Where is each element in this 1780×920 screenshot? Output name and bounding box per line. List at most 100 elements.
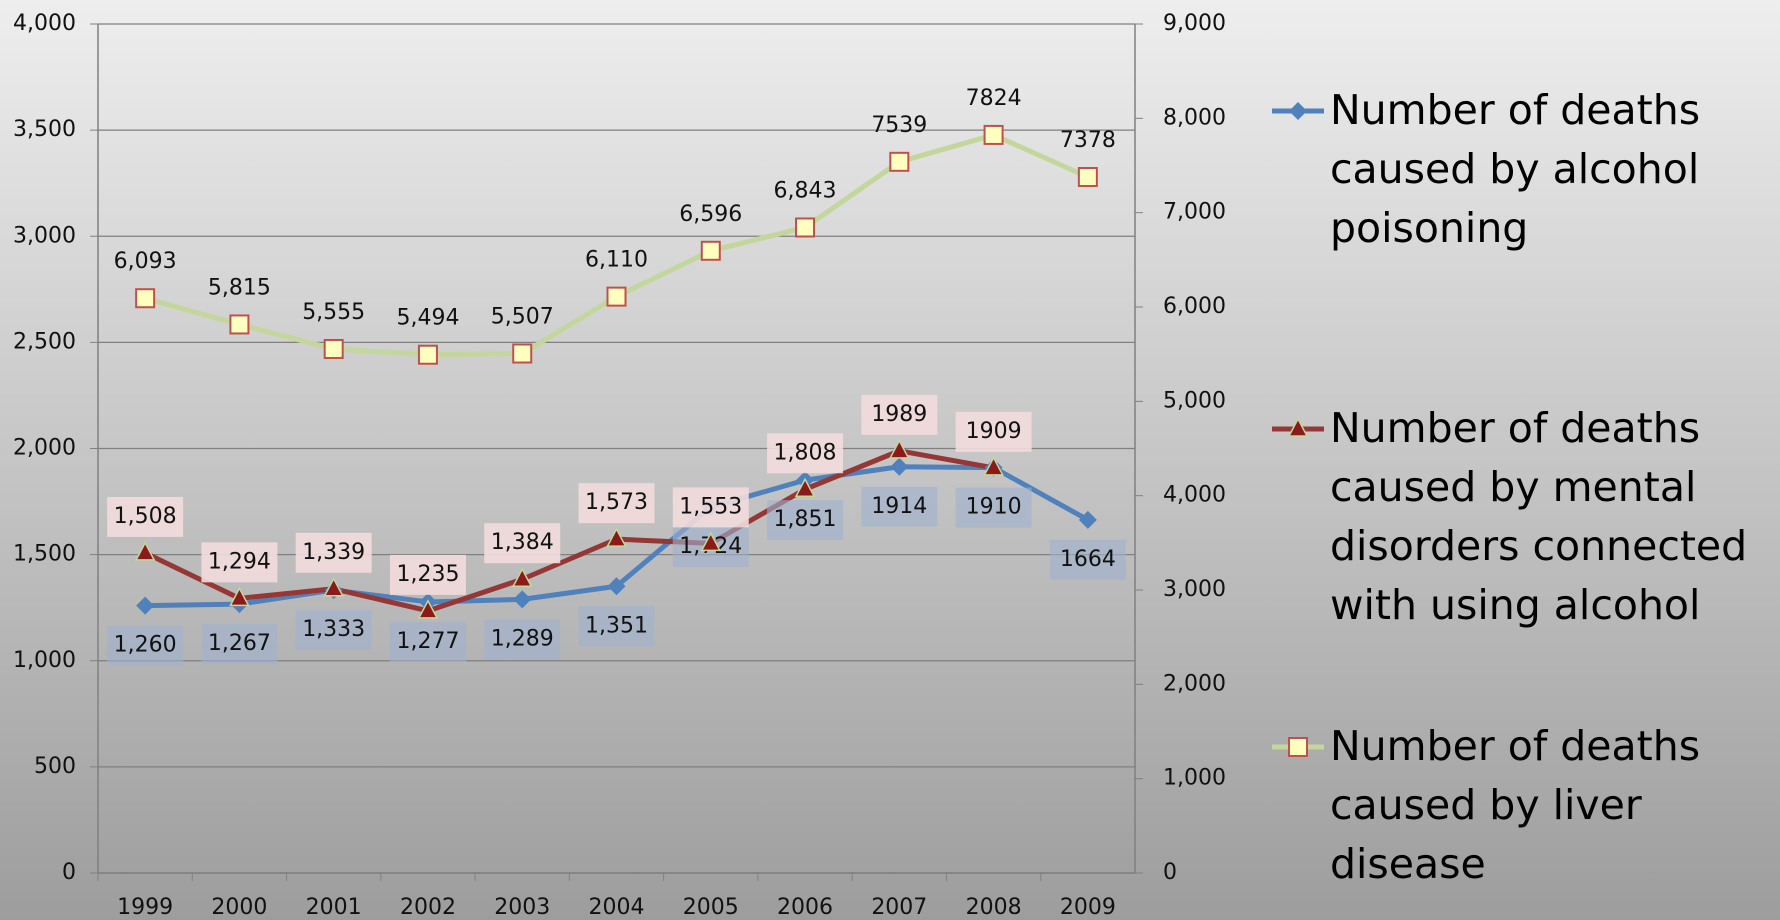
marker [511, 567, 533, 587]
data-label: 1910 [966, 495, 1022, 520]
data-label-box [107, 625, 184, 666]
data-label: 1,235 [396, 562, 459, 587]
y2-tick-label: 5,000 [1163, 388, 1226, 413]
data-label-box [955, 487, 1032, 528]
data-label-box [861, 486, 938, 527]
marker [890, 457, 909, 476]
marker [607, 577, 626, 596]
data-label-box [861, 394, 938, 435]
marker [1289, 102, 1307, 120]
data-label: 1989 [871, 402, 927, 427]
marker [983, 456, 1004, 476]
data-label: 1914 [871, 494, 927, 519]
marker [1288, 737, 1308, 757]
marker [229, 314, 250, 335]
legend-label: Number of deaths caused by mental disord… [1330, 404, 1748, 629]
data-label-box [1049, 539, 1126, 580]
y2-tick-label: 6,000 [1163, 294, 1226, 319]
x-tick-label: 2008 [966, 895, 1022, 920]
data-label: 1909 [966, 419, 1022, 444]
data-label: 1,260 [114, 633, 177, 658]
data-label: 6,843 [774, 178, 837, 203]
data-label-box [484, 523, 561, 564]
marker [700, 240, 721, 261]
data-label-box [107, 496, 184, 537]
y2-tick-label: 3,000 [1163, 577, 1226, 602]
y-tick-label: 4,000 [13, 11, 76, 36]
data-label: 1,808 [774, 440, 837, 465]
data-label: 1,294 [208, 549, 271, 574]
data-label: 6,596 [679, 202, 742, 227]
marker [323, 338, 344, 359]
data-label: 1,339 [302, 540, 365, 565]
data-label: 7378 [1060, 128, 1116, 153]
x-tick-label: 2002 [400, 895, 456, 920]
marker [795, 217, 816, 238]
marker [136, 596, 155, 615]
x-tick-label: 2005 [683, 895, 739, 920]
data-label-box [295, 610, 372, 651]
series-line [144, 132, 1089, 358]
marker [135, 288, 156, 309]
marker [1077, 167, 1098, 188]
y-tick-label: 0 [62, 860, 76, 885]
data-label-box [201, 542, 278, 583]
x-tick-label: 2004 [589, 895, 645, 920]
x-tick-label: 1999 [117, 895, 173, 920]
marker [889, 151, 910, 172]
y2-tick-label: 9,000 [1163, 11, 1226, 36]
data-label: 7824 [966, 86, 1022, 111]
legend-label: Number of deaths caused by alcohol poiso… [1330, 86, 1701, 252]
y2-tick-label: 8,000 [1163, 105, 1226, 130]
data-label: 5,494 [396, 306, 459, 331]
y-tick-label: 1,500 [13, 542, 76, 567]
data-label: 1664 [1060, 547, 1116, 572]
data-label-box [767, 433, 844, 474]
marker [512, 343, 533, 364]
marker [323, 577, 344, 597]
marker [889, 439, 910, 459]
data-label: 5,815 [208, 275, 271, 300]
data-label: 1,573 [585, 490, 648, 515]
marker [794, 477, 816, 498]
data-label-box [484, 619, 561, 660]
marker [983, 124, 1004, 145]
y-tick-label: 2,000 [13, 436, 76, 461]
y-tick-label: 3,000 [13, 223, 76, 248]
marker [1078, 510, 1097, 529]
data-label-box [578, 606, 655, 647]
y-tick-label: 2,500 [13, 329, 76, 354]
data-label: 1,277 [396, 629, 459, 654]
y-tick-label: 500 [34, 754, 76, 779]
y2-tick-label: 7,000 [1163, 200, 1226, 225]
marker [606, 286, 627, 307]
data-label: 1,267 [208, 631, 271, 656]
y2-tick-label: 0 [1163, 860, 1177, 885]
data-label-box [295, 532, 372, 573]
data-label: 6,093 [114, 249, 177, 274]
y-tick-label: 1,000 [13, 648, 76, 673]
series-line [144, 448, 995, 614]
y2-tick-label: 1,000 [1163, 766, 1226, 791]
marker [229, 586, 250, 607]
data-label: 5,555 [302, 300, 365, 325]
data-label: 1,351 [585, 613, 648, 638]
data-label-box [389, 621, 466, 662]
data-label: 1,508 [114, 504, 177, 529]
marker [513, 590, 532, 609]
marker [417, 599, 439, 619]
data-label: 6,110 [585, 248, 648, 273]
data-label-box [767, 500, 844, 541]
data-label: 1,333 [302, 617, 365, 642]
x-tick-label: 2006 [777, 895, 833, 920]
data-label-box [389, 554, 466, 595]
y2-tick-label: 4,000 [1163, 483, 1226, 508]
data-label: 1,553 [679, 494, 742, 519]
x-tick-label: 2001 [306, 895, 362, 920]
data-label: 5,507 [491, 305, 554, 330]
data-label: 7539 [871, 113, 927, 138]
data-label-box [201, 624, 278, 665]
y-tick-label: 3,500 [13, 117, 76, 142]
